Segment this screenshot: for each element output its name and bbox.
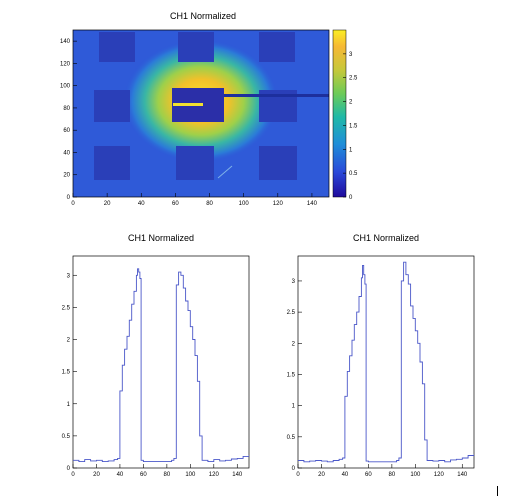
profile-right-x-axis: 0 20 40 60 80 100 120 140 [296,464,468,478]
x-tick-label: 120 [209,472,220,478]
x-tick-label: 0 [71,472,75,478]
x-tick-label: 60 [365,472,372,478]
profile-left-title: CH1 Normalized [128,233,194,243]
x-tick-label: 120 [434,472,445,478]
heatmap-title: CH1 Normalized [170,11,236,21]
pad [259,32,295,62]
y-tick-label: 0 [67,466,71,472]
y-tick-label: 120 [60,61,71,67]
y-tick-label: 2.5 [62,305,71,311]
x-tick-label: 140 [457,472,468,478]
heatmap-chart: CH1 Normalized 0 20 40 60 80 100 120 140 [60,11,358,207]
profile-left-series [73,268,249,463]
profile-left-frame [72,255,250,469]
trace-line [224,94,329,97]
x-tick-label: 140 [232,472,243,478]
heatmap-plot-area [73,30,329,197]
x-tick-label: 60 [140,472,147,478]
z-tick-label: 2.5 [349,76,358,82]
z-tick-label: 0 [349,195,353,201]
profile-chart-left: CH1 Normalized 0 20 40 60 80 100 120 140 0 0.5 1 1… [62,233,250,478]
x-tick-label: 100 [410,472,421,478]
x-tick-label: 0 [296,472,300,478]
heatmap-dark-pads [94,32,297,180]
y-tick-label: 20 [63,173,70,179]
y-tick-label: 0.5 [287,435,296,441]
pad [99,32,135,62]
profile-right-frame [297,255,475,469]
heatmap-y-axis: 0 20 40 60 80 100 120 140 [60,39,77,201]
z-tick-label: 2 [349,100,353,106]
color-scale-frame [332,29,347,198]
y-tick-label: 2 [67,338,71,344]
z-tick-label: 1.5 [349,123,358,129]
x-tick-label: 20 [93,472,100,478]
profile-right-title: CH1 Normalized [353,233,419,243]
y-tick-label: 0 [67,195,71,201]
heatmap-frame [72,29,330,198]
color-scale [333,30,346,197]
x-tick-label: 60 [172,201,179,207]
pad [178,32,214,62]
z-tick-label: 3 [349,52,353,58]
scratch-mark [217,165,233,179]
profile-right-y-axis: 0 0.5 1 1.5 2 2.5 3 [287,279,302,472]
y-tick-label: 40 [63,150,70,156]
profile-chart-right: CH1 Normalized 0 20 40 60 80 100 120 140 0 0.5 1 1… [287,233,475,478]
z-tick-label: 0.5 [349,171,358,177]
y-tick-label: 1 [292,404,296,410]
y-tick-label: 1.5 [62,370,71,376]
y-tick-label: 60 [63,128,70,134]
x-tick-label: 120 [273,201,284,207]
y-tick-label: 2.5 [287,310,296,316]
x-tick-label: 0 [71,201,75,207]
x-tick-label: 100 [239,201,250,207]
y-tick-label: 3 [292,279,296,285]
y-tick-label: 3 [67,273,71,279]
text-cursor [497,486,498,496]
profile-left-y-axis: 0 0.5 1 1.5 2 2.5 3 [62,273,77,472]
y-tick-label: 1 [67,402,71,408]
color-scale-axis: 0 0.5 1 1.5 2 2.5 3 [343,52,358,201]
profile-left-x-axis: 0 20 40 60 80 100 120 140 [71,464,243,478]
y-tick-label: 0 [292,466,296,472]
x-tick-label: 140 [307,201,318,207]
x-tick-label: 20 [104,201,111,207]
y-tick-label: 80 [63,106,70,112]
pad [259,146,297,180]
x-tick-label: 40 [117,472,124,478]
x-tick-label: 40 [138,201,145,207]
profile-right-series [298,261,474,463]
z-tick-label: 1 [349,147,353,153]
x-tick-label: 40 [342,472,349,478]
heatmap-x-axis: 0 20 40 60 80 100 120 140 [71,193,318,207]
pad [176,146,214,180]
y-tick-label: 100 [60,84,71,90]
pad [94,90,130,122]
x-tick-label: 80 [389,472,396,478]
pad [94,146,130,180]
y-tick-label: 0.5 [62,434,71,440]
y-tick-label: 140 [60,39,71,45]
x-tick-label: 80 [164,472,171,478]
x-tick-label: 100 [185,472,196,478]
center-bright-line [173,103,203,106]
x-tick-label: 80 [206,201,213,207]
x-tick-label: 20 [318,472,325,478]
y-tick-label: 1.5 [287,372,296,378]
y-tick-label: 2 [292,341,296,347]
